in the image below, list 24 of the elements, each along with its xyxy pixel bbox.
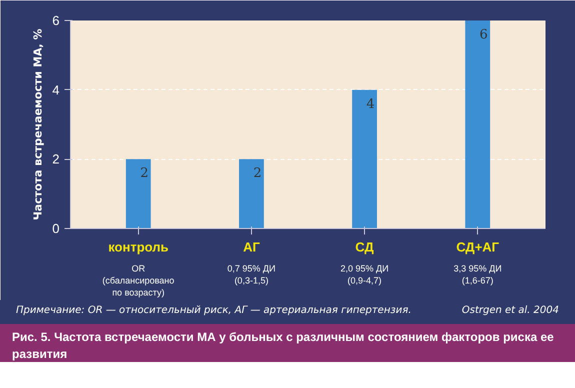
x-tick-label: АГ: [243, 240, 260, 254]
text: OR (сбалансировано по возрасту): [102, 264, 174, 298]
x-tick-label: СД+АГ: [456, 240, 500, 254]
data-label: 4: [366, 96, 375, 112]
bar: [465, 20, 490, 228]
text: 0,7 95% ДИ (0,3-1,5): [227, 264, 276, 286]
bar: [352, 90, 377, 228]
text: Рис. 5. Частота встречаемости МА у больных с различным состоянием факторов риска ее развития: [0, 324, 575, 362]
data-label: 6: [480, 28, 488, 42]
y-tick-label: 0: [52, 221, 60, 236]
x-tick-label: контроль: [108, 240, 169, 254]
bar: [239, 159, 264, 228]
y-tick-label: 4: [52, 82, 60, 98]
text: Примечание: OR — относительный риск, АГ — артериальная гипертензия.: [16, 304, 412, 318]
bar: [126, 159, 151, 228]
data-label: 2: [140, 166, 149, 182]
data-label: 2: [253, 166, 262, 182]
y-tick-label: 6: [52, 13, 60, 28]
text: 3,3 95% ДИ (1,6-67): [454, 264, 502, 286]
text: 2,0 95% ДИ (0,9-4,7): [340, 264, 389, 286]
y-axis-title: Частота встречаемости МА, %: [31, 28, 44, 220]
text: Ostrgen et al. 2004: [462, 304, 559, 318]
y-tick-label: 2: [52, 152, 60, 167]
x-tick-label: СД: [355, 240, 375, 254]
